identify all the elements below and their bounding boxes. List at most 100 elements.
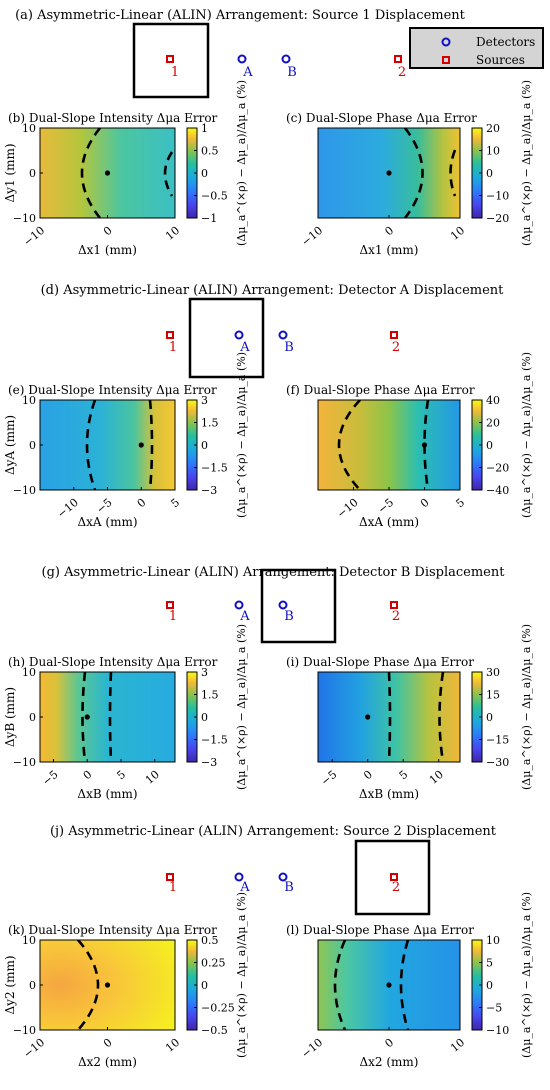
detector-b-label: B (287, 65, 297, 80)
y-tick-label: 0 (29, 979, 36, 992)
x-tick-label: 5 (114, 768, 128, 782)
x-tick-label: 0 (101, 1036, 115, 1050)
y-axis-label: Δy2 (mm) (3, 955, 17, 1014)
colorbar-tick-label: 0 (201, 979, 208, 992)
detector-b-marker-d (278, 330, 288, 340)
source-1-label-g: 1 (169, 609, 177, 624)
source-1-marker-d (166, 331, 174, 339)
y-tick-label: 10 (22, 666, 36, 679)
zero-contour (399, 940, 410, 1030)
heatmap-panel-5: (i) Dual-Slope Phase Δμa Error −5 0 5 10 ΔxB … (286, 624, 533, 801)
x-tick-label: 10 (163, 224, 182, 243)
x-tick-label: 5 (397, 768, 411, 782)
colorbar-tick-label: 1.5 (201, 417, 219, 430)
colorbar-tick-label: −10 (486, 190, 509, 203)
colorbar-label: (Δμ_a^(×ρ) − Δμ_a)/Δμ_a (%) (520, 892, 533, 1058)
colorbar-tick-label: −1 (201, 212, 217, 225)
colorbar-tick-label: 0.25 (201, 957, 226, 970)
y-tick-label: −10 (13, 756, 36, 769)
heatmap-panel-0: (b) Dual-Slope Intensity Δμa Error−10 0 10… (3, 80, 248, 257)
x-axis-label: Δx2 (mm) (359, 1055, 418, 1069)
origin-marker (84, 714, 90, 720)
source-2-marker-g (390, 601, 398, 609)
colorbar-tick-label: 0.5 (201, 145, 219, 158)
zero-contour (337, 400, 361, 490)
y-tick-label: 10 (22, 934, 36, 947)
detector-b-label-d: B (284, 340, 294, 355)
displacement-box-source1 (132, 22, 210, 99)
zero-contour (449, 149, 457, 197)
y-tick-label: 0 (29, 711, 36, 724)
colorbar-tick-label: 15 (486, 689, 500, 702)
colorbar-label: (Δμ_a^(×ρ) − Δμ_a)/Δμ_a (%) (235, 352, 248, 518)
x-tick-label: 0 (135, 496, 149, 510)
detector-a-label-d: A (239, 340, 250, 355)
colorbar-label: (Δμ_a^(×ρ) − Δμ_a)/Δμ_a (%) (235, 624, 248, 790)
y-tick-label: −10 (13, 484, 36, 497)
heatmap-panel-3: (f) Dual-Slope Phase Δμa Error −10 −5 0 5 ΔxA… (286, 352, 533, 529)
x-tick-label: 10 (163, 1036, 182, 1055)
detector-a-label-j: A (239, 880, 250, 895)
colorbar-tick-label: −20 (486, 462, 509, 475)
source-1-label-j: 1 (169, 880, 177, 895)
y-tick-label: 0 (29, 167, 36, 180)
legend-detectors-label: Detectors (476, 35, 535, 49)
panel-title: (f) Dual-Slope Phase Δμa Error (286, 383, 475, 397)
colorbar-label: (Δμ_a^(×ρ) − Δμ_a)/Δμ_a (%) (520, 352, 533, 518)
colorbar-tick-label: 0 (201, 711, 208, 724)
origin-marker (138, 442, 144, 448)
colorbar-tick-label: 10 (486, 934, 500, 947)
displacement-box-detB (260, 568, 337, 644)
x-tick-label: 0 (101, 224, 115, 238)
source-1-label: 1 (171, 65, 179, 80)
colorbar-tick-label: −20 (486, 212, 509, 225)
colorbar-tick-label: 30 (486, 666, 500, 679)
x-tick-label: 0 (382, 224, 396, 238)
detector-a-marker-j (234, 872, 244, 882)
x-tick-label: 10 (427, 768, 446, 787)
source-2-label-j: 2 (392, 880, 400, 895)
panel-title: (k) Dual-Slope Intensity Δμa Error (8, 923, 217, 937)
colorbar-tick-label: 3 (201, 666, 208, 679)
x-tick-label: 10 (448, 224, 467, 243)
detector-a-marker (237, 54, 247, 64)
arrangement-j-title: (j) Asymmetric-Linear (ALIN) Arrangement… (50, 824, 497, 839)
source-2-label: 2 (398, 65, 406, 80)
zero-contour (108, 672, 113, 762)
heatmap-panel-4: (h) Dual-Slope Intensity Δμa Error −5 0 5 10… (3, 624, 248, 801)
colorbar-tick-label: 1.5 (201, 689, 219, 702)
origin-marker (365, 714, 371, 720)
colorbar-tick-label: 20 (486, 122, 500, 135)
arrangement-g-title: (g) Asymmetric-Linear (ALIN) Arrangement… (42, 565, 506, 580)
y-tick-label: −10 (13, 1024, 36, 1037)
x-tick-label: −5 (40, 768, 61, 788)
colorbar-tick-label: −10 (486, 1024, 509, 1037)
source-2-label-g: 2 (392, 609, 400, 624)
panel-title: (b) Dual-Slope Intensity Δμa Error (8, 111, 218, 125)
x-axis-label: Δx1 (mm) (78, 243, 137, 257)
source-1-label-d: 1 (169, 340, 177, 355)
colorbar-tick-label: −0.25 (201, 1002, 235, 1015)
source-2-marker (394, 55, 402, 63)
x-axis-label: ΔxA (mm) (359, 515, 419, 529)
x-axis-label: ΔxB (mm) (77, 787, 137, 801)
source-1-marker (166, 55, 174, 63)
colorbar-tick-label: 1 (201, 122, 208, 135)
colorbar-tick-label: 3 (201, 394, 208, 407)
zero-contour (80, 128, 102, 218)
x-tick-label: −10 (335, 496, 361, 521)
colorbar-label: (Δμ_a^(×ρ) − Δμ_a)/Δμ_a (%) (520, 80, 533, 246)
x-tick-label: 0 (418, 496, 432, 510)
colorbar-tick-label: −0.5 (201, 190, 228, 203)
x-tick-label: −5 (375, 496, 396, 516)
panel-title: (i) Dual-Slope Phase Δμa Error (286, 655, 474, 669)
colorbar-label: (Δμ_a^(×ρ) − Δμ_a)/Δμ_a (%) (520, 624, 533, 790)
y-tick-label: −10 (13, 212, 36, 225)
x-tick-label: −5 (94, 496, 115, 516)
zero-contour (81, 672, 87, 762)
colorbar-tick-label: 0.5 (201, 934, 219, 947)
zero-contour (163, 151, 174, 197)
x-tick-label: −10 (21, 1036, 47, 1061)
colorbar-tick-label: −5 (486, 1002, 502, 1015)
